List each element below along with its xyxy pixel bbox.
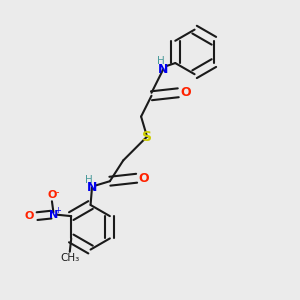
Text: N: N [87, 181, 97, 194]
Text: N: N [49, 210, 58, 220]
Text: -: - [56, 187, 59, 197]
Text: O: O [139, 172, 149, 185]
Text: O: O [47, 190, 57, 200]
Text: O: O [180, 86, 191, 99]
Text: N: N [158, 62, 169, 76]
Text: S: S [142, 130, 152, 144]
Text: +: + [54, 206, 61, 215]
Text: H: H [85, 175, 93, 185]
Text: O: O [24, 211, 33, 221]
Text: H: H [157, 56, 164, 66]
Text: CH₃: CH₃ [60, 253, 80, 263]
